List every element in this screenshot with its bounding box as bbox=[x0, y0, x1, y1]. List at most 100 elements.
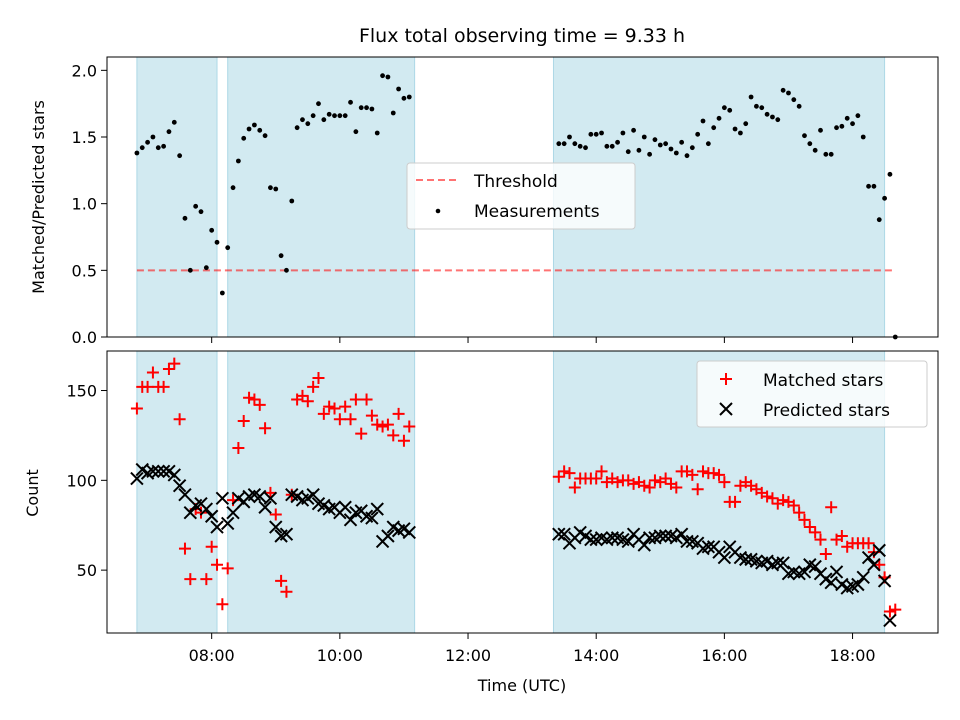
predicted-star-point bbox=[883, 613, 897, 628]
measurement-point bbox=[134, 150, 140, 156]
predicted-star-point bbox=[210, 520, 224, 534]
measurement-point bbox=[780, 87, 786, 93]
measurement-point bbox=[807, 141, 813, 147]
matched-star-point bbox=[638, 479, 651, 492]
matched-star-point bbox=[814, 533, 827, 546]
matched-star-point bbox=[275, 574, 288, 587]
count-y-ticks: 50 100 150 bbox=[66, 382, 107, 580]
matched-star-point bbox=[777, 494, 790, 507]
ratio-marks bbox=[134, 73, 898, 340]
predicted-star-point bbox=[797, 565, 812, 579]
ratio-y-tick-label: 1.5 bbox=[72, 128, 97, 147]
matched-star-point bbox=[253, 398, 266, 411]
matched-star-point bbox=[216, 598, 229, 611]
matched-star-point bbox=[798, 513, 811, 526]
matched-star-point bbox=[243, 391, 256, 404]
measurement-point bbox=[876, 217, 882, 223]
matched-star-point bbox=[686, 468, 699, 481]
matched-star-point bbox=[312, 371, 325, 384]
ratio-y-ticks: 0.0 0.5 1.0 1.5 2.0 bbox=[72, 61, 107, 347]
matched-star-point bbox=[130, 402, 143, 415]
matched-star-point bbox=[387, 429, 400, 442]
matched-star-point bbox=[643, 481, 656, 494]
measurement-point bbox=[673, 150, 679, 156]
predicted-star-point bbox=[167, 468, 181, 482]
matched-star-point bbox=[280, 585, 293, 598]
matched-star-point bbox=[237, 415, 250, 428]
measurement-point bbox=[652, 137, 658, 143]
count-x-ticks: 08:00 10:00 12:00 14:00 16:00 18:00 bbox=[189, 633, 876, 665]
measurement-point bbox=[182, 215, 188, 221]
measurement-point bbox=[177, 153, 183, 159]
x-tick-label: 12:00 bbox=[445, 646, 491, 665]
measurement-point bbox=[700, 118, 706, 124]
measurement-point bbox=[588, 131, 594, 137]
measurement-point bbox=[161, 143, 167, 149]
matched-star-point bbox=[691, 483, 704, 496]
measurement-point bbox=[754, 103, 759, 109]
matched-star-point bbox=[793, 506, 806, 519]
matched-star-point bbox=[211, 558, 224, 571]
matched-star-point bbox=[627, 477, 640, 490]
measurement-point bbox=[818, 127, 823, 133]
predicted-star-point bbox=[204, 509, 219, 523]
predicted-star-point bbox=[151, 464, 165, 479]
matched-star-point bbox=[248, 393, 261, 406]
measurement-point bbox=[225, 245, 231, 251]
measurement-point bbox=[209, 227, 215, 233]
predicted-star-point bbox=[824, 575, 838, 590]
predicted-star-point bbox=[279, 527, 294, 541]
measurement-point bbox=[679, 139, 685, 145]
count-shaded-interval bbox=[136, 350, 218, 634]
matched-star-point bbox=[162, 362, 175, 375]
predicted-star-point bbox=[771, 556, 785, 570]
count-shaded-interval bbox=[227, 350, 416, 634]
measurement-point bbox=[796, 103, 802, 109]
measurement-point bbox=[855, 113, 861, 119]
matched-star-point bbox=[558, 465, 571, 478]
predicted-star-point bbox=[253, 489, 267, 504]
measurement-point bbox=[604, 143, 610, 149]
predicted-star-point bbox=[552, 527, 566, 541]
measurement-point bbox=[887, 171, 893, 177]
measurement-point bbox=[716, 115, 722, 121]
measurement-point bbox=[187, 267, 193, 273]
matched-star-point bbox=[697, 465, 710, 478]
measurement-point bbox=[828, 151, 834, 157]
predicted-star-point bbox=[263, 491, 278, 505]
matched-star-point bbox=[713, 468, 726, 481]
predicted-star-point bbox=[338, 500, 352, 514]
predicted-star-point bbox=[365, 511, 379, 525]
measurement-point bbox=[246, 126, 252, 132]
predicted-star-point bbox=[584, 532, 598, 547]
count-legend: Matched stars Predicted stars bbox=[696, 360, 928, 428]
measurement-point bbox=[294, 125, 300, 131]
measurement-point bbox=[171, 119, 177, 125]
predicted-star-point bbox=[861, 550, 876, 565]
measurement-point bbox=[203, 265, 209, 271]
measurement-point bbox=[556, 141, 562, 147]
ratio-legend: Threshold Measurements bbox=[406, 162, 636, 230]
measurement-point bbox=[631, 127, 636, 133]
measurement-point bbox=[284, 267, 289, 273]
matched-star-point bbox=[157, 380, 170, 393]
measurement-point bbox=[406, 94, 412, 100]
measurement-point bbox=[663, 141, 669, 147]
ratio-shaded-interval bbox=[136, 56, 218, 338]
matched-star-point bbox=[889, 603, 902, 616]
matched-star-point bbox=[392, 407, 405, 420]
measurement-point bbox=[139, 145, 145, 151]
predicted-star-point bbox=[680, 534, 694, 549]
measurement-point bbox=[705, 141, 711, 147]
matched-star-point bbox=[862, 537, 875, 550]
matched-star-point bbox=[707, 467, 720, 480]
measurement-point bbox=[198, 209, 204, 215]
ratio-legend-box bbox=[406, 162, 636, 230]
measurement-point bbox=[866, 183, 871, 189]
measurement-point bbox=[802, 133, 807, 139]
matched-star-point bbox=[648, 474, 661, 487]
measurement-point bbox=[193, 203, 199, 209]
measurement-point bbox=[289, 198, 295, 204]
matched-star-point bbox=[173, 413, 186, 426]
